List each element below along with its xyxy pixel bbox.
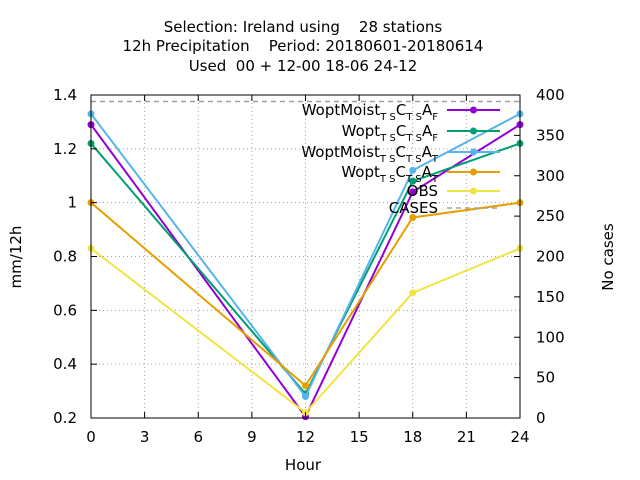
series-4-point [302, 382, 309, 390]
legend-label-3: WoptMoistT SCT SAT [301, 143, 439, 165]
series-3-point [302, 392, 309, 400]
y2-tick-label: 250 [536, 207, 565, 225]
x-tick-label: 24 [510, 428, 529, 446]
x-tick-label: 9 [247, 428, 257, 446]
legend-marker-3 [470, 148, 477, 156]
axis-ticks: 0 3 6 9 12 15 18 21 24 0.2 0.4 0.6 0.8 1 1.2 1.4 0 50 100 1… [53, 86, 565, 446]
series-4-point [409, 213, 417, 221]
x-tick-label: 0 [86, 428, 96, 446]
x-tick-label: 12 [296, 428, 315, 446]
legend-label-1: WoptMoistT SCT SAF [302, 101, 439, 123]
series-1-point [409, 188, 417, 196]
x-tick-label: 15 [350, 428, 369, 446]
legend-label-5: OBS [407, 182, 438, 200]
x-tick-label: 21 [457, 428, 476, 446]
legend-label-2: WoptT SCT SAF [342, 122, 439, 144]
y2-tick-label: 200 [536, 248, 565, 266]
series-3-point [409, 166, 417, 174]
series-lines [87, 100, 524, 421]
y2-tick-label: 0 [536, 409, 546, 427]
series-line-5 [90, 247, 521, 414]
legend-marker-1 [470, 106, 477, 114]
series-line-3 [90, 112, 521, 399]
y2-tick-label: 400 [536, 86, 565, 104]
chart-title-line-1: Selection: Ireland using 28 stations [164, 18, 443, 36]
y2-axis-label: No cases [599, 223, 617, 291]
legend-marker-2 [470, 127, 477, 135]
legend-label-4: WoptT SCT SAT [341, 163, 439, 185]
y-axis-label: mm/12h [7, 226, 25, 289]
series-line-1 [90, 123, 521, 419]
y-tick-label: 0.2 [53, 409, 77, 427]
y2-tick-label: 300 [536, 167, 565, 185]
y-tick-label: 0.6 [53, 301, 77, 319]
y2-tick-label: 150 [536, 288, 565, 306]
y-tick-label: 1.2 [53, 140, 77, 158]
y-tick-label: 1.4 [53, 86, 77, 104]
series-line-2 [90, 142, 521, 396]
legend-marker-4 [470, 168, 477, 176]
series-2-point [409, 177, 417, 185]
y-tick-label: 0.4 [53, 355, 77, 373]
series-5-point [409, 289, 417, 297]
chart-title-line-2: 12h Precipitation Period: 20180601-20180… [123, 37, 484, 55]
chart-title-line-3: Used 00 + 12-00 18-06 24-12 [189, 57, 418, 75]
x-tick-label: 18 [403, 428, 422, 446]
y2-tick-label: 100 [536, 328, 565, 346]
legend-marker-5 [470, 187, 477, 195]
legend-label-6: CASES [389, 199, 438, 217]
y2-tick-label: 50 [536, 369, 555, 387]
x-tick-label: 6 [193, 428, 203, 446]
x-axis-label: Hour [285, 456, 322, 474]
series-line-4 [90, 201, 521, 388]
y-tick-label: 1 [67, 194, 77, 212]
x-tick-label: 3 [140, 428, 150, 446]
y2-tick-label: 350 [536, 126, 565, 144]
y-tick-label: 0.8 [53, 248, 77, 266]
